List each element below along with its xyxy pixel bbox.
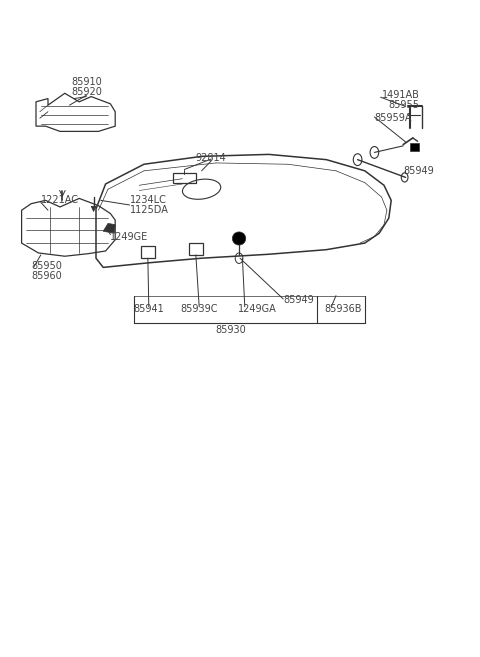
- Text: 1491AB: 1491AB: [382, 90, 420, 101]
- Ellipse shape: [232, 232, 246, 245]
- Text: 85936B: 85936B: [324, 304, 361, 314]
- Text: 1234LC: 1234LC: [130, 195, 167, 206]
- Text: 85949: 85949: [403, 166, 434, 176]
- Text: 85960: 85960: [31, 271, 62, 281]
- Text: 85920: 85920: [71, 87, 102, 97]
- Text: 1221AC: 1221AC: [41, 195, 79, 206]
- Text: 85930: 85930: [215, 325, 246, 335]
- PathPatch shape: [91, 206, 96, 212]
- Text: 85939C: 85939C: [180, 304, 218, 314]
- Text: 1249GE: 1249GE: [110, 231, 149, 242]
- Text: 85910: 85910: [71, 77, 102, 87]
- Text: 85959A: 85959A: [374, 113, 412, 124]
- Text: 1249GA: 1249GA: [238, 304, 276, 314]
- FancyBboxPatch shape: [410, 143, 419, 151]
- Text: 85949: 85949: [283, 295, 314, 306]
- Text: 85941: 85941: [133, 304, 164, 314]
- Text: 1125DA: 1125DA: [130, 205, 168, 215]
- Text: 85955: 85955: [389, 100, 420, 110]
- Text: 92814: 92814: [196, 152, 227, 163]
- PathPatch shape: [103, 223, 115, 233]
- Text: 85950: 85950: [31, 261, 62, 271]
